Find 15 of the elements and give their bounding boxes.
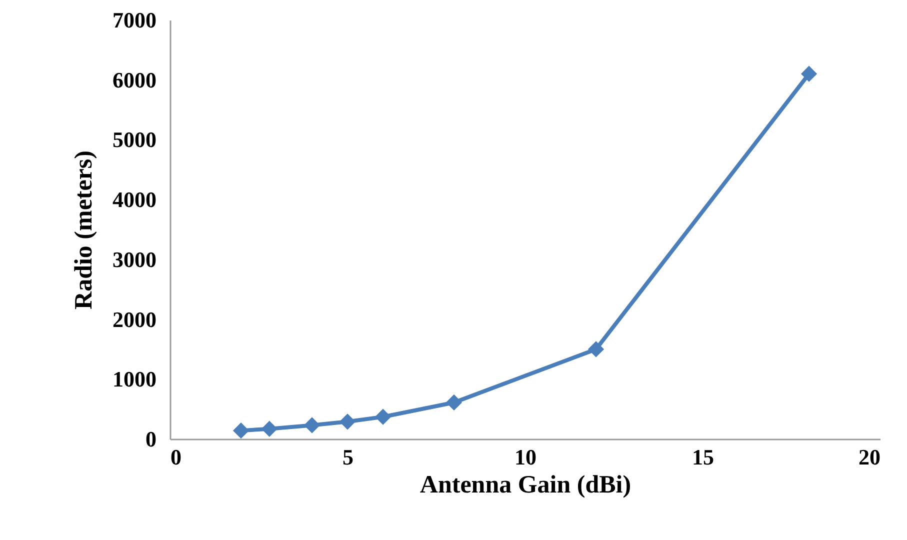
y-tick-label: 5000 [112,127,156,152]
x-tick-label: 15 [692,444,714,470]
y-tick-label: 3000 [112,246,156,272]
y-tick-label: 0 [146,426,156,452]
x-tick-label: 20 [858,444,880,470]
y-tick-label: 2000 [112,306,156,332]
x-tick-label: 5 [342,444,354,470]
x-tick-label: 10 [514,444,536,470]
y-tick-label: 1000 [112,366,156,392]
y-tick-label: 6000 [112,67,156,92]
y-tick-label: 7000 [112,8,156,32]
x-axis-title: Antenna Gain (dBi) [420,472,632,498]
x-tick-label: 0 [170,444,182,470]
y-axis-title: Radio (meters) [70,150,98,310]
y-tick-label: 4000 [112,187,156,212]
